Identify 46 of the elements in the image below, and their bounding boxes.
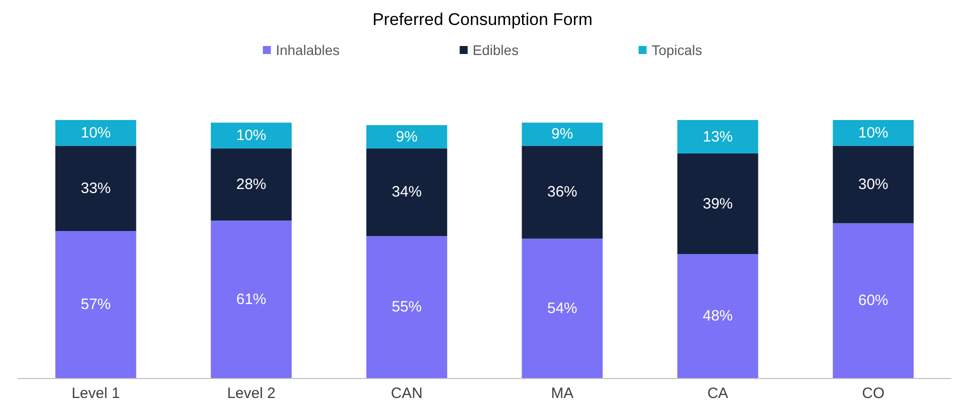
- data-label: 57%: [80, 296, 111, 313]
- data-label: 55%: [392, 298, 422, 316]
- bar: [210, 122, 292, 148]
- x-tick-label: CA: [707, 385, 728, 402]
- data-label: 28%: [236, 176, 266, 193]
- x-tick-label: CO: [862, 385, 884, 402]
- chart-title: Preferred Consumption Form: [372, 10, 593, 29]
- data-label: 10%: [80, 124, 111, 142]
- bar: [55, 230, 136, 378]
- x-tick-label: Level 2: [227, 385, 276, 402]
- data-label: 33%: [80, 180, 111, 197]
- bar: [55, 120, 136, 146]
- data-label: 39%: [702, 195, 733, 212]
- data-label: 36%: [547, 184, 578, 201]
- x-tick-label: MA: [551, 385, 574, 402]
- bar: [832, 120, 914, 146]
- data-label: 30%: [858, 176, 888, 193]
- data-label: 61%: [236, 290, 266, 308]
- bar: [366, 148, 448, 236]
- data-label: 10%: [236, 126, 266, 144]
- bar: [677, 154, 758, 254]
- data-label: 13%: [702, 128, 733, 146]
- data-label: 9%: [396, 128, 418, 146]
- data-label: 34%: [392, 184, 422, 201]
- bar: [832, 146, 914, 224]
- bar: [832, 223, 914, 378]
- bar: [522, 122, 603, 146]
- x-tick-label: CAN: [390, 385, 423, 402]
- data-label: 9%: [551, 126, 574, 143]
- legend-label: Topicals: [652, 42, 702, 58]
- data-label: 60%: [858, 292, 888, 310]
- data-label: 48%: [702, 308, 733, 325]
- bar: [366, 125, 448, 148]
- bar: [522, 238, 603, 378]
- data-label: 54%: [547, 300, 578, 317]
- legend-label: Edibles: [472, 42, 519, 58]
- bar: [677, 120, 758, 154]
- bar: [522, 146, 603, 239]
- bar: [366, 236, 448, 378]
- bar: [210, 220, 292, 378]
- bar: [55, 146, 136, 231]
- x-tick-label: Level 1: [72, 385, 120, 402]
- bar: [210, 148, 292, 221]
- bar: [677, 254, 758, 378]
- legend-label: Inhalables: [276, 42, 340, 58]
- data-label: 10%: [858, 124, 888, 142]
